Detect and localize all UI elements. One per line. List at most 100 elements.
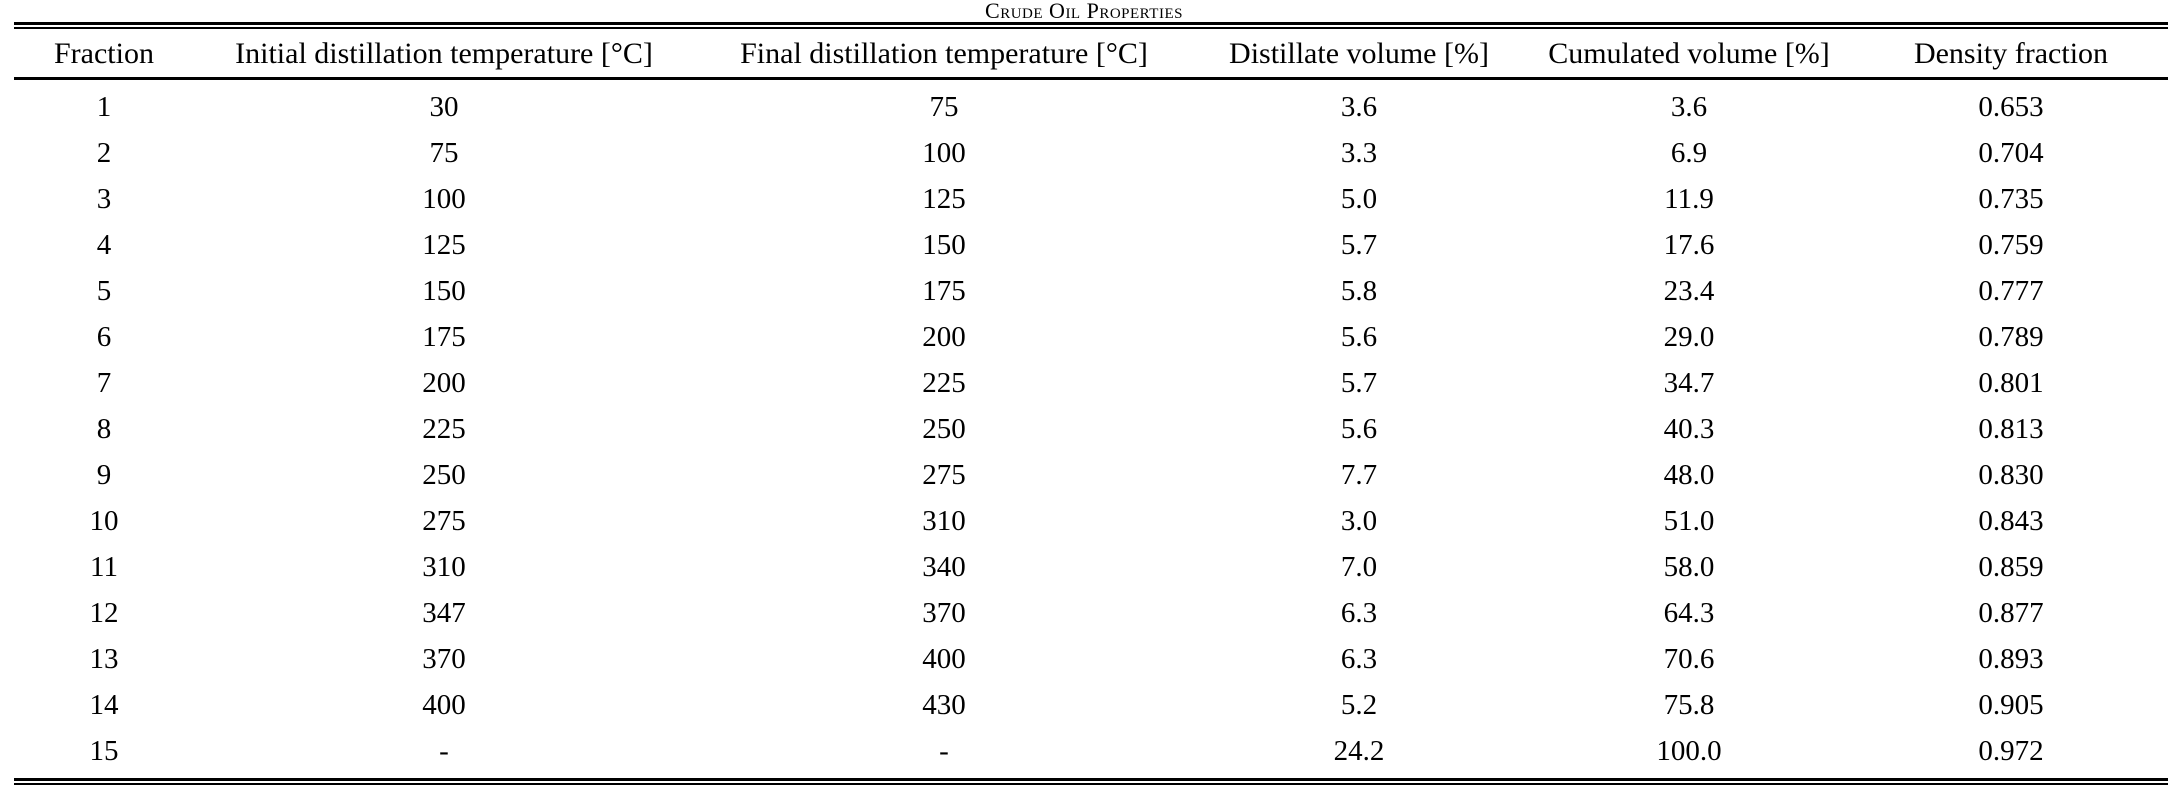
cell-final-temp: 225 <box>922 367 966 399</box>
cell-initial-temp: 400 <box>422 689 466 721</box>
cell-final-temp: 200 <box>922 321 966 353</box>
cell-cumulated-volume: 11.9 <box>1664 183 1714 215</box>
cell-final-temp: 275 <box>922 459 966 491</box>
cell-cumulated-volume: 23.4 <box>1663 275 1715 307</box>
cell-density-fraction: 0.759 <box>1978 229 2044 261</box>
table-row: 14 400 430 5.2 75.8 0.905 <box>14 682 2168 728</box>
column-header-fraction: Fraction <box>54 37 154 70</box>
cell-distillate-volume: 7.0 <box>1340 551 1378 583</box>
table-row: 2 75 100 3.3 6.9 0.704 <box>14 130 2168 176</box>
table-row: 13 370 400 6.3 70.6 0.893 <box>14 636 2168 682</box>
cell-distillate-volume: 5.2 <box>1340 689 1378 721</box>
cell-initial-temp: 175 <box>422 321 466 353</box>
cell-cumulated-volume: 75.8 <box>1663 689 1715 721</box>
cell-initial-temp: 225 <box>422 413 466 445</box>
cell-distillate-volume: 5.8 <box>1340 275 1378 307</box>
cell-fraction: 11 <box>90 551 118 583</box>
cell-final-temp: 250 <box>922 413 966 445</box>
cell-distillate-volume: 6.3 <box>1340 643 1378 675</box>
cell-distillate-volume: 5.7 <box>1340 367 1378 399</box>
cell-initial-temp: 347 <box>422 597 466 629</box>
cell-final-temp: 150 <box>922 229 966 261</box>
cell-initial-temp: 310 <box>422 551 466 583</box>
cell-density-fraction: 0.789 <box>1978 321 2044 353</box>
cell-distillate-volume: 5.6 <box>1340 321 1378 353</box>
cell-distillate-volume: 7.7 <box>1340 459 1378 491</box>
crude-oil-properties-table: Fraction Initial distillation temperatur… <box>14 22 2168 785</box>
table-row: 15 - - 24.2 100.0 0.972 <box>14 728 2168 778</box>
cell-cumulated-volume: 29.0 <box>1663 321 1715 353</box>
cell-cumulated-volume: 6.9 <box>1670 137 1708 169</box>
cell-cumulated-volume: 64.3 <box>1663 597 1715 629</box>
cell-fraction: 14 <box>89 689 119 721</box>
cell-density-fraction: 0.653 <box>1978 91 2044 123</box>
cell-distillate-volume: 3.0 <box>1340 505 1378 537</box>
cell-initial-temp: 30 <box>429 91 459 123</box>
cell-density-fraction: 0.813 <box>1978 413 2044 445</box>
cell-final-temp: 75 <box>929 91 959 123</box>
cell-density-fraction: 0.735 <box>1978 183 2044 215</box>
cell-fraction: 3 <box>96 183 112 215</box>
table-row: 4 125 150 5.7 17.6 0.759 <box>14 222 2168 268</box>
table-row: 3 100 125 5.0 11.9 0.735 <box>14 176 2168 222</box>
cell-fraction: 1 <box>96 91 112 123</box>
cell-cumulated-volume: 70.6 <box>1663 643 1715 675</box>
cell-final-temp: 430 <box>922 689 966 721</box>
cell-density-fraction: 0.877 <box>1978 597 2044 629</box>
table-row: 10 275 310 3.0 51.0 0.843 <box>14 498 2168 544</box>
cell-final-temp: 340 <box>922 551 966 583</box>
column-header-initial-temp: Initial distillation temperature [°C] <box>235 37 653 70</box>
bottom-double-rule <box>14 778 2168 785</box>
cell-density-fraction: 0.704 <box>1978 137 2044 169</box>
cell-distillate-volume: 24.2 <box>1333 735 1385 767</box>
cell-fraction: 9 <box>96 459 112 491</box>
cell-fraction: 12 <box>89 597 119 629</box>
cell-initial-temp: 150 <box>422 275 466 307</box>
cell-final-temp: 175 <box>922 275 966 307</box>
cell-fraction: 7 <box>96 367 112 399</box>
column-header-cumulated-volume: Cumulated volume [%] <box>1548 37 1830 70</box>
column-header-density-fraction: Density fraction <box>1913 37 2109 70</box>
header-row: Fraction Initial distillation temperatur… <box>14 29 2168 77</box>
cell-distillate-volume: 3.3 <box>1340 137 1378 169</box>
cell-density-fraction: 0.972 <box>1978 735 2044 767</box>
cell-density-fraction: 0.843 <box>1978 505 2044 537</box>
cell-final-temp: 400 <box>922 643 966 675</box>
data-table: Fraction Initial distillation temperatur… <box>14 29 2168 77</box>
table-row: 6 175 200 5.6 29.0 0.789 <box>14 314 2168 360</box>
cell-cumulated-volume: 51.0 <box>1663 505 1715 537</box>
table-row: 1 30 75 3.6 3.6 0.653 <box>14 80 2168 130</box>
cell-distillate-volume: 5.0 <box>1340 183 1378 215</box>
cell-cumulated-volume: 58.0 <box>1663 551 1715 583</box>
table-caption: Crude Oil Properties <box>985 0 1183 20</box>
cell-final-temp: 370 <box>922 597 966 629</box>
header-rule <box>14 77 2168 80</box>
cell-fraction: 2 <box>96 137 112 169</box>
cell-distillate-volume: 5.7 <box>1340 229 1378 261</box>
cell-initial-temp: 250 <box>422 459 466 491</box>
table-row: 7 200 225 5.7 34.7 0.801 <box>14 360 2168 406</box>
cell-fraction: 13 <box>89 643 119 675</box>
cell-final-temp: 125 <box>922 183 966 215</box>
cell-density-fraction: 0.859 <box>1978 551 2044 583</box>
cell-cumulated-volume: 40.3 <box>1663 413 1715 445</box>
cell-cumulated-volume: 17.6 <box>1663 229 1715 261</box>
cell-distillate-volume: 6.3 <box>1340 597 1378 629</box>
cell-final-temp: 310 <box>922 505 966 537</box>
cell-fraction: 6 <box>96 321 112 353</box>
cell-initial-temp: 200 <box>422 367 466 399</box>
cell-cumulated-volume: 3.6 <box>1670 91 1708 123</box>
cell-initial-temp: - <box>439 735 449 767</box>
cell-distillate-volume: 5.6 <box>1340 413 1378 445</box>
table-row: 9 250 275 7.7 48.0 0.830 <box>14 452 2168 498</box>
cell-initial-temp: 75 <box>429 137 459 169</box>
cell-density-fraction: 0.893 <box>1978 643 2044 675</box>
cell-initial-temp: 100 <box>422 183 466 215</box>
column-header-distillate-volume: Distillate volume [%] <box>1229 37 1489 70</box>
cell-cumulated-volume: 100.0 <box>1656 735 1722 767</box>
cell-distillate-volume: 3.6 <box>1340 91 1378 123</box>
data-table-body: 1 30 75 3.6 3.6 0.653 2 75 100 3.3 6.9 0.704 3 100 125… <box>14 80 2168 778</box>
cell-density-fraction: 0.830 <box>1978 459 2044 491</box>
table-row: 8 225 250 5.6 40.3 0.813 <box>14 406 2168 452</box>
cell-cumulated-volume: 34.7 <box>1663 367 1715 399</box>
